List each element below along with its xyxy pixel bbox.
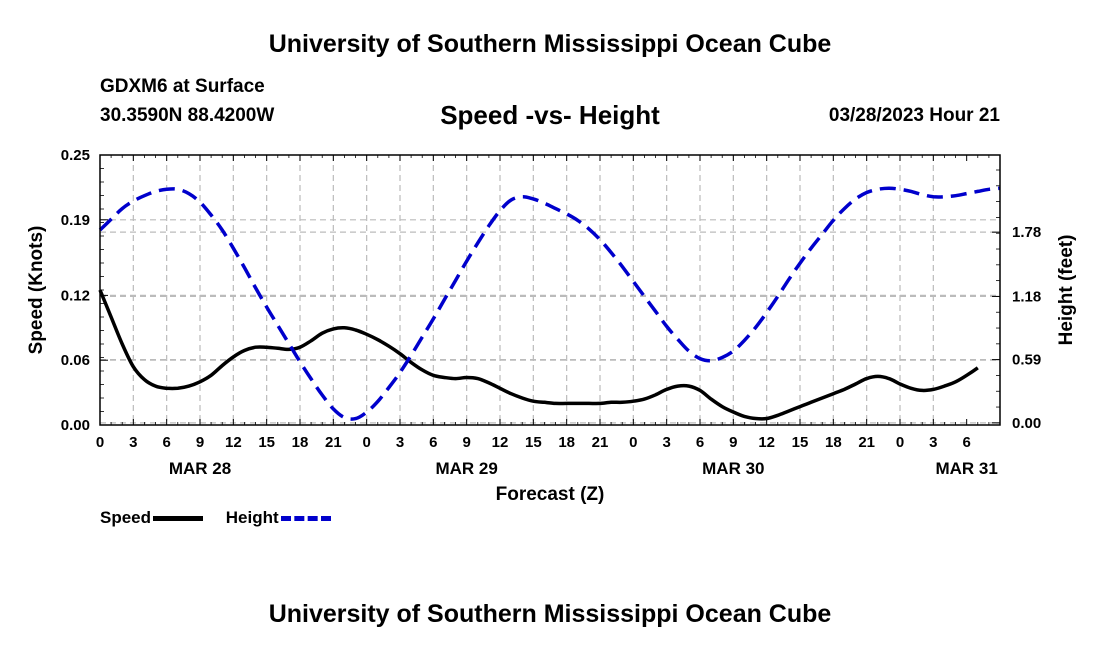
y-right-tick-label: 0.59 [1012,352,1041,369]
x-tick-label: 9 [462,434,470,451]
x-tick-label: 15 [258,434,275,451]
y-left-tick-label: 0.00 [61,417,90,434]
x-tick-label: 21 [325,434,342,451]
x-tick-label: 3 [929,434,937,451]
x-tick-label: 21 [858,434,875,451]
x-tick-label: 3 [396,434,404,451]
x-tick-label: 18 [825,434,842,451]
y-left-tick-label: 0.19 [61,212,90,229]
chart-title: Speed -vs- Height [440,100,660,130]
series-line-height [98,186,1001,421]
x-tick-label: 0 [629,434,637,451]
legend-height-swatch [280,515,331,521]
model-label: GDXM6 at Surface [100,76,265,97]
series-line-speed [98,289,979,421]
plot-frame [99,154,1001,426]
y-right-tick-label: 0.00 [1012,415,1041,432]
x-tick-label: 6 [162,434,170,451]
legend-speed-label: Speed [100,508,152,527]
x-tick-label: 3 [662,434,670,451]
x-tick-label: 3 [129,434,137,451]
x-tick-label: 6 [429,434,437,451]
page-title-top: University of Southern Mississippi Ocean… [268,30,832,58]
date-label: MAR 31 [935,459,997,478]
series-layer [98,186,1001,421]
x-tick-label: 18 [292,434,309,451]
x-tick-label: 0 [96,434,104,451]
y-left-tick-label: 0.06 [61,352,90,369]
date-label: MAR 30 [702,459,764,478]
legend-height-label: Height [225,508,279,527]
date-label: MAR 29 [435,459,497,478]
x-tick-label: 15 [792,434,809,451]
axis-ticks: 0 3 6 9 12 15 18 21 0 3 6 9 12 15 18 21 0 3 6 9 12 15 18 21 0 3 6 M… [61,147,1041,478]
x-tick-label: 9 [729,434,737,451]
x-tick-label: 6 [696,434,704,451]
legend: Speed Height [100,508,349,528]
x-axis-label: Forecast (Z) [496,484,605,505]
x-tick-label: 9 [196,434,204,451]
legend-speed: Speed [100,508,204,528]
x-tick-label: 12 [492,434,509,451]
y-left-tick-label: 0.12 [61,287,90,304]
x-tick-label: 0 [362,434,370,451]
y-axis-right-label: Height (feet) [1056,235,1077,346]
page-title-bottom: University of Southern Mississippi Ocean… [268,600,832,628]
x-tick-label: 18 [558,434,575,451]
x-tick-label: 12 [225,434,242,451]
x-tick-label: 6 [962,434,970,451]
date-label: MAR 28 [169,459,231,478]
x-tick-label: 15 [525,434,542,451]
x-tick-label: 21 [592,434,609,451]
x-tick-label: 0 [896,434,904,451]
legend-speed-swatch [153,515,204,521]
y-left-tick-label: 0.25 [61,147,90,164]
y-axis-left-label: Speed (Knots) [26,226,47,355]
x-tick-label: 12 [758,434,775,451]
y-right-tick-label: 1.18 [1012,288,1041,305]
y-right-tick-label: 1.78 [1012,224,1041,241]
coordinates-label: 30.3590N 88.4200W [100,105,275,126]
grid [100,155,1000,425]
legend-height: Height [226,508,331,528]
forecast-datetime: 03/28/2023 Hour 21 [828,105,1000,126]
